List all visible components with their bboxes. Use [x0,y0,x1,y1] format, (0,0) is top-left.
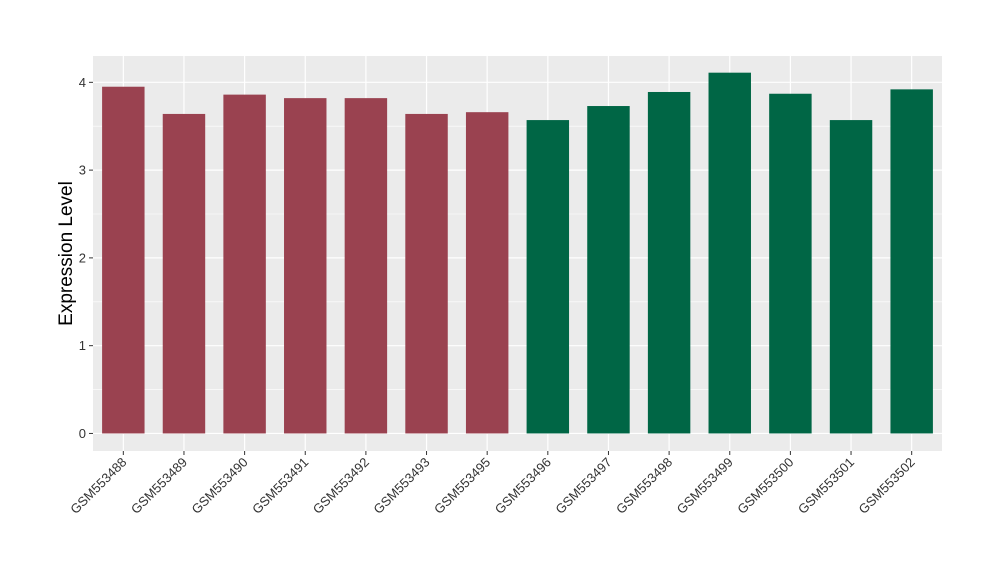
y-axis-title: Expression Level [56,181,77,326]
bar-GSM553498 [647,91,691,434]
y-tick-label: 3 [79,163,86,178]
x-tick-label: GSM553497 [552,455,614,517]
bar-GSM553499 [708,72,751,434]
plot-panel [93,56,942,451]
bar-GSM553501 [829,120,873,434]
y-tick-label: 1 [79,338,86,353]
x-tick-label: GSM553500 [734,455,796,517]
x-tick-label: GSM553501 [795,455,857,517]
x-tick-label: GSM553491 [249,455,311,517]
x-tick-label: GSM553498 [613,455,675,517]
bar-GSM553493 [405,113,448,434]
y-tick-label: 0 [79,426,86,441]
y-tick-label: 4 [79,75,86,90]
y-tick-label: 2 [79,250,86,265]
bar-GSM553491 [284,98,327,434]
y-axis: 0 1 2 3 4 [79,75,93,441]
x-tick-label: GSM553496 [492,455,554,517]
bars [102,72,933,434]
bar-GSM553488 [102,86,145,434]
bar-GSM553489 [162,113,206,434]
bar-GSM553490 [223,94,266,434]
bar-GSM553495 [465,112,509,434]
x-tick-label: GSM553493 [370,455,432,517]
bar-GSM553492 [344,98,388,434]
x-tick-label: GSM553492 [310,455,372,517]
x-tick-label: GSM553488 [67,455,129,517]
x-tick-label: GSM553502 [856,455,918,517]
x-tick-label: GSM553490 [189,455,251,517]
bar-GSM553497 [587,106,630,434]
x-axis: GSM553488GSM553489GSM553490GSM553491GSM5… [67,451,918,517]
x-tick-label: GSM553489 [128,455,190,517]
bar-GSM553496 [526,120,570,434]
x-tick-label: GSM553495 [431,455,493,517]
bar-GSM553500 [769,93,812,434]
bar-GSM553502 [890,89,933,434]
x-tick-label: GSM553499 [674,455,736,517]
